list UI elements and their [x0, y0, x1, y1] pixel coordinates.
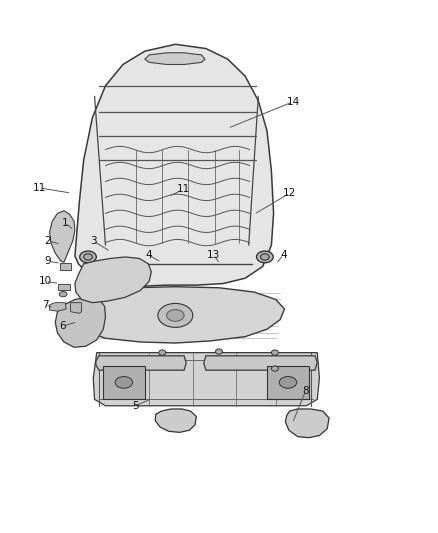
- Polygon shape: [73, 287, 285, 343]
- Text: 3: 3: [90, 236, 96, 246]
- Polygon shape: [60, 263, 71, 270]
- Ellipse shape: [166, 310, 184, 321]
- Polygon shape: [145, 53, 205, 64]
- Ellipse shape: [272, 366, 279, 371]
- Ellipse shape: [59, 292, 67, 297]
- Polygon shape: [286, 409, 329, 438]
- Text: 5: 5: [132, 401, 138, 411]
- Polygon shape: [75, 257, 151, 303]
- Polygon shape: [49, 211, 75, 262]
- Polygon shape: [204, 356, 317, 370]
- Text: 13: 13: [207, 250, 220, 260]
- Text: 7: 7: [42, 300, 49, 310]
- Text: 8: 8: [302, 386, 309, 397]
- Text: 14: 14: [286, 96, 300, 107]
- Text: 9: 9: [45, 256, 51, 266]
- Text: 12: 12: [283, 188, 297, 198]
- Ellipse shape: [84, 254, 92, 260]
- Polygon shape: [75, 44, 274, 287]
- Ellipse shape: [215, 349, 223, 354]
- Ellipse shape: [80, 251, 96, 263]
- Ellipse shape: [272, 350, 279, 356]
- Polygon shape: [71, 303, 81, 313]
- Polygon shape: [93, 353, 319, 406]
- Ellipse shape: [257, 251, 273, 263]
- Polygon shape: [267, 367, 308, 399]
- Polygon shape: [58, 284, 70, 290]
- Ellipse shape: [261, 254, 269, 260]
- Text: 1: 1: [62, 218, 69, 228]
- Text: 2: 2: [45, 236, 51, 246]
- Text: 10: 10: [39, 277, 52, 286]
- Text: 6: 6: [60, 321, 66, 331]
- Polygon shape: [155, 409, 196, 432]
- Polygon shape: [49, 303, 66, 311]
- Polygon shape: [55, 297, 106, 348]
- Text: 11: 11: [32, 183, 46, 193]
- Ellipse shape: [115, 376, 133, 388]
- Text: 11: 11: [177, 184, 190, 195]
- Polygon shape: [96, 356, 186, 370]
- Polygon shape: [103, 367, 145, 399]
- Ellipse shape: [279, 376, 297, 388]
- Ellipse shape: [159, 350, 166, 356]
- Ellipse shape: [158, 303, 193, 327]
- Text: 4: 4: [280, 250, 287, 260]
- Text: 4: 4: [145, 250, 152, 260]
